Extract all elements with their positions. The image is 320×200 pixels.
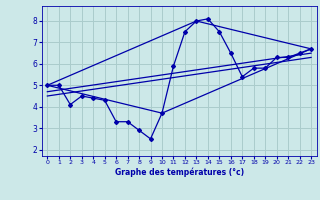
X-axis label: Graphe des températures (°c): Graphe des températures (°c) xyxy=(115,168,244,177)
